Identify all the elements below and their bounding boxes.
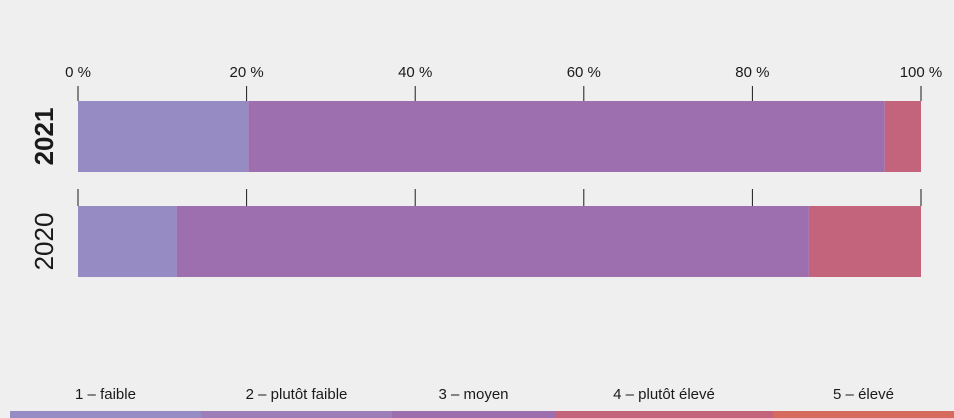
x-axis: 0 % 20 % 40 % 60 % 80 % 100 %	[65, 64, 942, 206]
legend-item: 5 – élevé	[773, 377, 954, 418]
x-tick-label: 100 %	[900, 64, 943, 81]
legend-swatch	[773, 411, 954, 418]
bar-segment	[884, 101, 921, 172]
legend-label: 3 – moyen	[438, 386, 509, 403]
legend-label: 4 – plutôt élevé	[613, 386, 715, 403]
bar-segment	[78, 206, 177, 277]
legend-label: 2 – plutôt faible	[245, 386, 348, 403]
x-tick-label: 40 %	[398, 64, 432, 81]
legend: 1 – faible 2 – plutôt faible 3 – moyen 4 – …	[10, 377, 954, 418]
y-category-label: 2021	[29, 108, 59, 166]
x-tick-label: 60 %	[567, 64, 601, 81]
legend-swatch	[201, 411, 392, 418]
legend-swatch	[555, 411, 773, 418]
legend-item: 1 – faible	[10, 377, 201, 418]
x-tick-label: 0 %	[65, 64, 91, 81]
bar-segment	[78, 101, 249, 172]
legend-swatch	[392, 411, 555, 418]
x-tick-label: 20 %	[229, 64, 263, 81]
bar-segment	[808, 206, 921, 277]
legend-item: 4 – plutôt élevé	[555, 377, 773, 418]
bar-segment	[176, 206, 809, 277]
bar-segment	[248, 101, 885, 172]
legend-label: 5 – élevé	[833, 386, 894, 403]
y-category-label: 2020	[29, 213, 59, 271]
legend-label: 1 – faible	[75, 386, 136, 403]
y-axis-labels: 2021 2020	[29, 108, 59, 271]
bars	[78, 101, 921, 277]
legend-swatch	[10, 411, 201, 418]
x-tick-label: 80 %	[735, 64, 769, 81]
legend-item: 2 – plutôt faible	[201, 377, 392, 418]
legend-item: 3 – moyen	[392, 377, 555, 418]
